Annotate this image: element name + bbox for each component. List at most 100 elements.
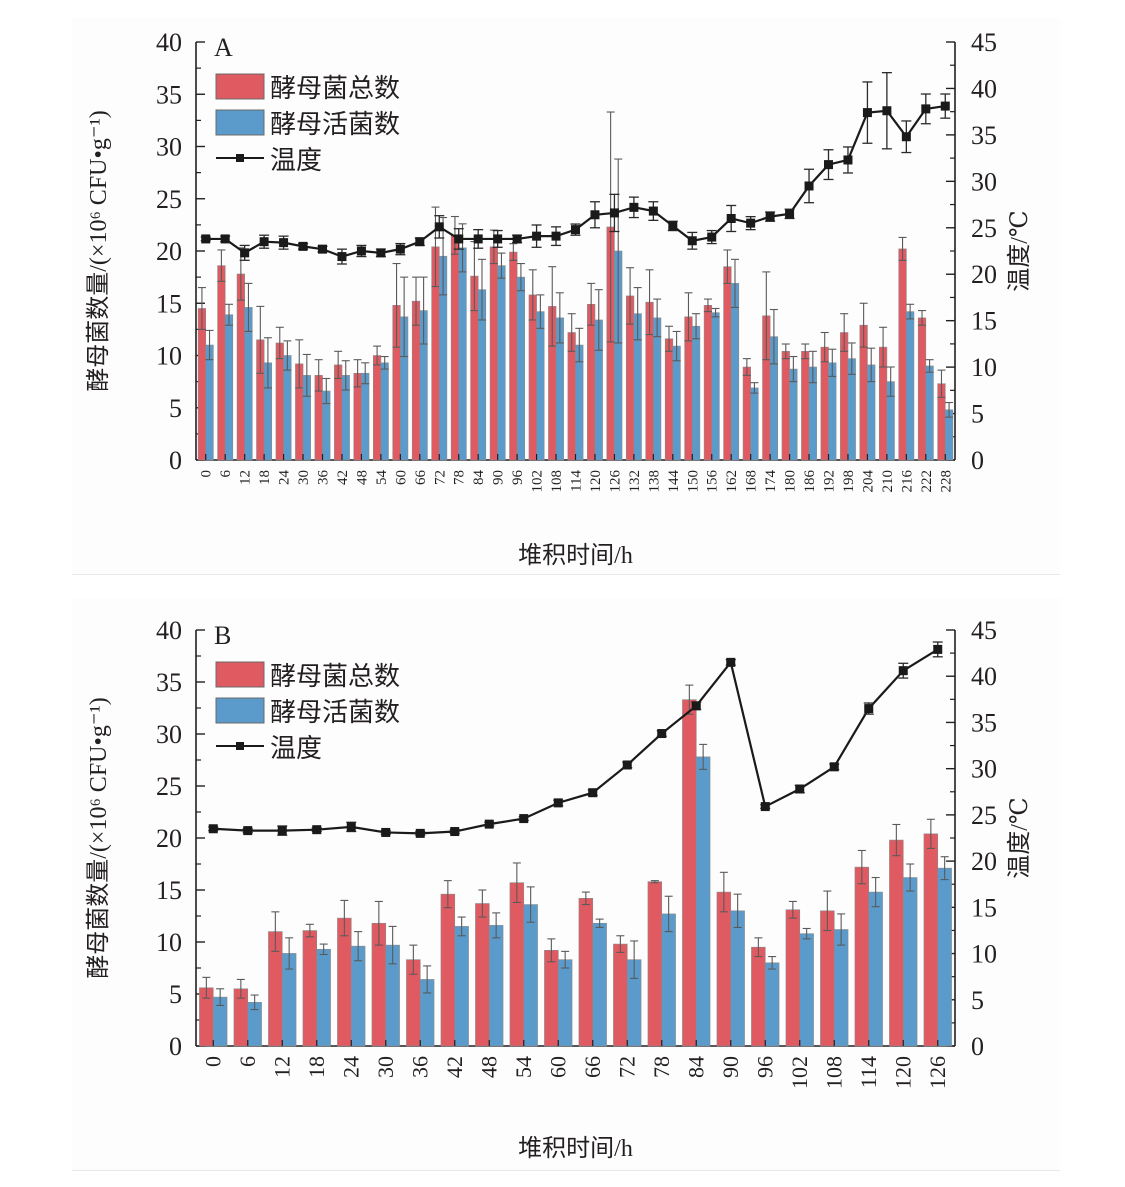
- right-tick-label: 45: [971, 616, 997, 645]
- right-tick-label: 25: [971, 214, 997, 243]
- bar-viable: [661, 913, 676, 1047]
- x-tick-label: 42: [335, 470, 351, 485]
- bar-total: [647, 881, 663, 1047]
- x-tick-label: 102: [787, 1056, 812, 1089]
- right-tick-label: 40: [971, 74, 997, 103]
- temperature-marker: [243, 826, 253, 836]
- temperature-marker: [622, 760, 632, 770]
- right-tick-label: 30: [971, 167, 997, 196]
- left-tick-label: 40: [156, 616, 182, 645]
- x-tick-label: 204: [860, 470, 876, 493]
- bar-total: [703, 305, 713, 461]
- bar-viable: [454, 926, 469, 1047]
- temperature-marker: [609, 208, 619, 218]
- temperature-marker: [376, 248, 386, 258]
- bar-viable: [316, 948, 331, 1047]
- x-tick-label: 60: [545, 1056, 570, 1078]
- temperature-marker: [493, 234, 503, 244]
- temperature-marker: [726, 213, 736, 223]
- right-tick-label: 35: [971, 708, 997, 737]
- temperature-marker: [843, 155, 853, 165]
- x-tick-label: 42: [442, 1056, 467, 1078]
- panel-label: B: [214, 621, 231, 650]
- bar-viable: [925, 365, 934, 461]
- left-tick-label: 10: [156, 342, 182, 371]
- temperature-marker: [240, 248, 250, 258]
- temperature-marker: [882, 106, 892, 116]
- bar-viable: [516, 276, 526, 461]
- left-tick-label: 20: [156, 824, 182, 853]
- temperature-marker: [395, 244, 405, 254]
- x-tick-label: 150: [685, 470, 701, 493]
- temperature-marker: [434, 222, 444, 232]
- x-tick-label: 114: [569, 470, 585, 492]
- temperature-marker: [629, 202, 639, 212]
- x-tick-label: 24: [277, 470, 293, 486]
- bar-total: [217, 265, 226, 461]
- temperature-marker: [765, 212, 775, 222]
- bar-total: [475, 903, 490, 1047]
- legend-label: 温度: [270, 146, 322, 175]
- temperature-marker: [571, 225, 580, 235]
- bar-viable: [868, 891, 883, 1047]
- legend-swatch-total: [215, 73, 265, 100]
- x-tick-label: 132: [627, 470, 643, 493]
- x-tick-label: 54: [511, 1056, 536, 1078]
- x-tick-label: 6: [218, 470, 234, 478]
- right-tick-label: 20: [971, 260, 997, 289]
- x-axis-title: 堆积时间/h: [518, 1135, 633, 1162]
- temperature-marker: [940, 101, 950, 111]
- left-tick-label: 25: [156, 185, 182, 214]
- x-tick-label: 78: [649, 1056, 674, 1078]
- x-tick-label: 72: [432, 470, 448, 485]
- bar-total: [578, 898, 594, 1047]
- bar-total: [751, 946, 766, 1047]
- bar-viable: [750, 387, 759, 461]
- temperature-marker: [484, 819, 494, 829]
- left-tick-label: 10: [156, 928, 182, 957]
- x-tick-label: 120: [890, 1056, 915, 1089]
- bar-viable: [592, 922, 607, 1047]
- x-tick-label: 66: [580, 1056, 605, 1078]
- bar-total: [275, 342, 284, 461]
- temperature-marker: [657, 729, 667, 739]
- x-tick-label: 126: [607, 470, 623, 493]
- temperature-marker: [746, 218, 756, 228]
- right-tick-label: 10: [971, 353, 997, 382]
- right-tick-label: 45: [971, 28, 997, 57]
- x-tick-label: 0: [200, 1056, 225, 1067]
- bar-total: [682, 699, 697, 1047]
- bar-total: [723, 266, 732, 461]
- x-tick-label: 60: [393, 470, 409, 485]
- temperature-marker: [901, 132, 911, 142]
- x-tick-label: 108: [821, 1056, 846, 1089]
- bar-total: [889, 839, 904, 1047]
- temperature-marker: [298, 241, 308, 251]
- bar-viable: [695, 756, 711, 1047]
- temperature-marker: [862, 108, 872, 118]
- temperature-marker: [785, 209, 795, 219]
- x-tick-label: 180: [783, 470, 799, 493]
- temperature-marker: [864, 704, 874, 714]
- left-tick-label: 20: [156, 237, 182, 266]
- x-tick-label: 12: [269, 1056, 294, 1078]
- bar-viable: [536, 311, 545, 461]
- x-tick-label: 108: [549, 470, 565, 493]
- legend-swatch-viable: [215, 109, 265, 136]
- bar-total: [664, 338, 674, 461]
- x-tick-label: 36: [407, 1056, 432, 1078]
- right-tick-label: 35: [971, 121, 997, 150]
- bar-total: [742, 366, 751, 461]
- bar-total: [489, 246, 498, 461]
- bar-total: [613, 943, 628, 1047]
- x-tick-label: 156: [705, 470, 721, 493]
- x-tick-label: 144: [666, 470, 682, 493]
- temperature-marker: [898, 666, 908, 676]
- x-tick-label: 18: [257, 470, 273, 485]
- y-axis-title: 酵母菌数量/(×10⁶ CFU•g⁻¹): [85, 110, 112, 392]
- x-tick-label: 126: [925, 1056, 950, 1089]
- bar-viable: [224, 314, 234, 461]
- x-tick-label: 192: [822, 470, 838, 493]
- x-tick-label: 216: [899, 470, 915, 493]
